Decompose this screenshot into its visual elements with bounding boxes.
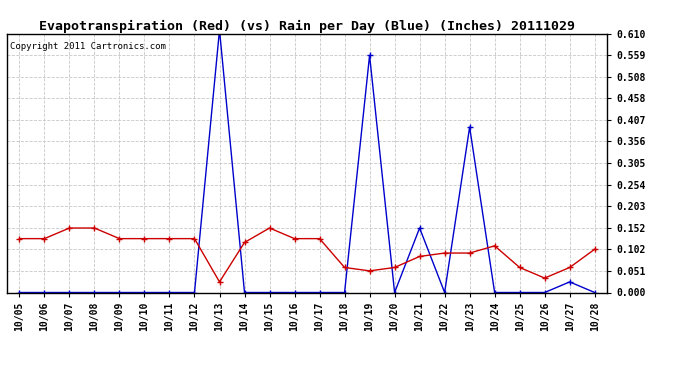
Title: Evapotranspiration (Red) (vs) Rain per Day (Blue) (Inches) 20111029: Evapotranspiration (Red) (vs) Rain per D… [39,20,575,33]
Text: Copyright 2011 Cartronics.com: Copyright 2011 Cartronics.com [10,42,166,51]
